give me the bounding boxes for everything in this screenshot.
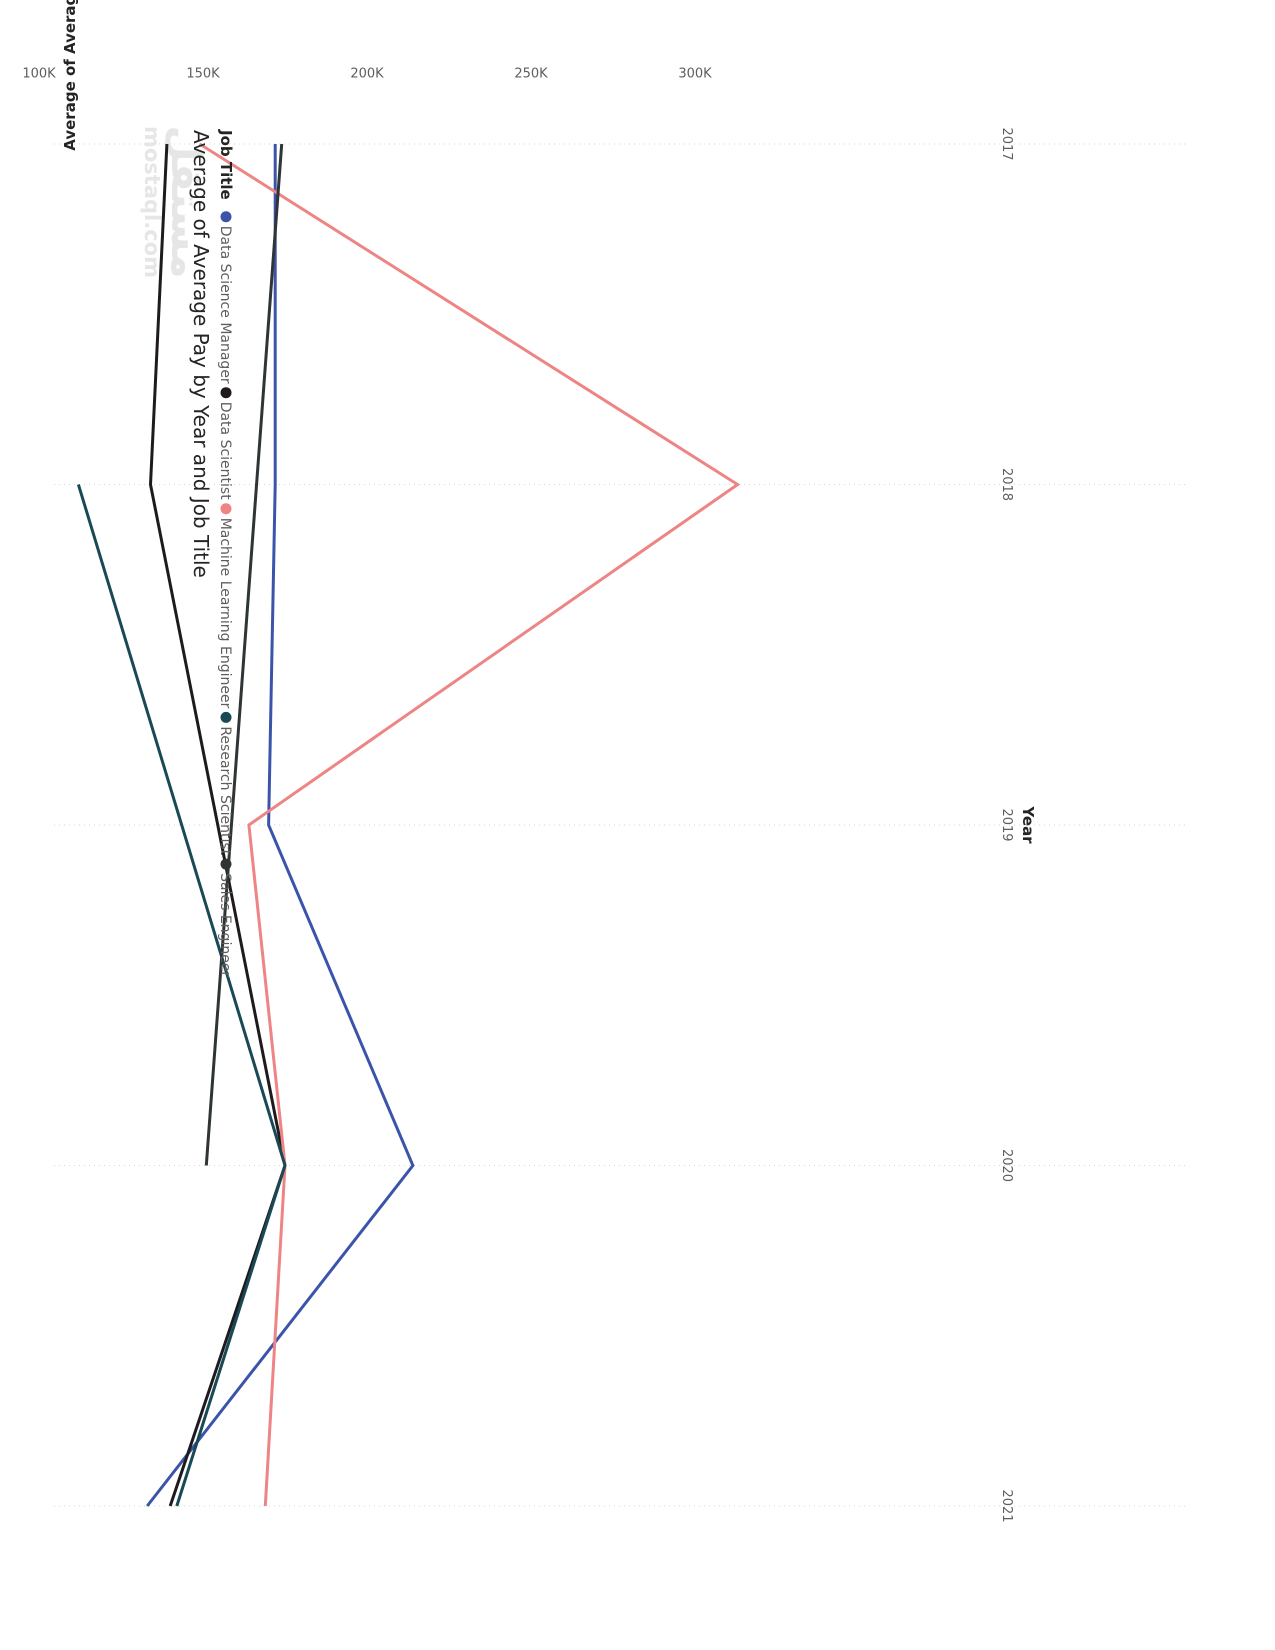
x-tick-label: 2020 — [999, 1149, 1014, 1182]
legend-marker-sales-engineer — [220, 858, 232, 870]
y-axis: 100K 150K 200K 250K 300K — [22, 67, 712, 82]
y-tick-label: 250K — [514, 67, 548, 82]
y-tick-label: 150K — [186, 67, 220, 82]
legend-marker-data-science-manager — [220, 211, 232, 223]
legend-title: Job Title — [217, 129, 235, 200]
legend-marker-research-scientist — [220, 711, 232, 723]
x-tick-label: 2018 — [999, 468, 1014, 501]
series-line-data-science-manager — [146, 144, 415, 1507]
legend-marker-data-scientist — [220, 387, 232, 399]
chart-title: Average of Average Pay by Year and Job T… — [189, 130, 213, 578]
gridlines — [53, 143, 1185, 1507]
x-axis: 2017 2018 2019 2020 2021 — [999, 127, 1014, 1522]
series-line-sales-engineer — [204, 143, 284, 1166]
legend: Job Title Data Science Manager Data Scien… — [217, 129, 235, 977]
legend-label-machine-learning-engineer: Machine Learning Engineer — [217, 518, 233, 709]
x-tick-label: 2017 — [999, 127, 1014, 160]
y-axis-title: Average of Average Pay — [61, 0, 79, 151]
y-tick-label: 100K — [22, 67, 56, 82]
legend-label-data-science-manager: Data Science Manager — [217, 226, 233, 384]
series-line-data-scientist — [148, 143, 287, 1507]
x-tick-label: 2019 — [999, 808, 1014, 841]
legend-label-sales-engineer: Sales Engineer — [217, 873, 233, 977]
x-tick-label: 2021 — [999, 1489, 1014, 1522]
series-lines — [76, 142, 741, 1507]
series-line-research-scientist — [76, 484, 287, 1507]
series-line-machine-learning-engineer — [198, 142, 741, 1507]
x-axis-title: Year — [1019, 805, 1037, 844]
watermark: مستقل mostaql.com — [140, 125, 211, 279]
y-tick-label: 200K — [350, 67, 384, 82]
watermark-text: مستقل — [162, 125, 211, 279]
watermark-sub-text: mostaql.com — [140, 126, 164, 278]
legend-label-data-scientist: Data Scientist — [217, 402, 233, 501]
legend-marker-machine-learning-engineer — [220, 503, 232, 515]
legend-label-research-scientist: Research Scientist — [217, 726, 233, 855]
y-tick-label: 300K — [678, 67, 712, 82]
